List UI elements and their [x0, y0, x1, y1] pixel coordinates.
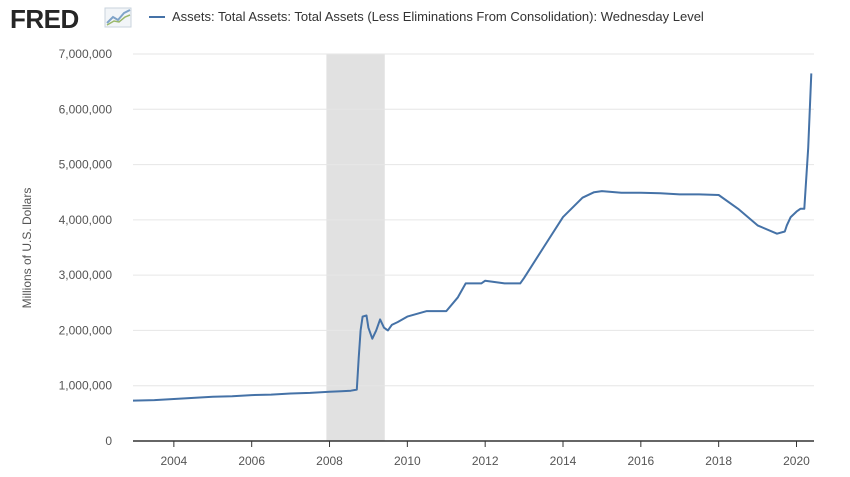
y-tick-label: 3,000,000 — [59, 268, 113, 282]
y-tick-label: 0 — [105, 434, 112, 448]
x-tick-label: 2020 — [783, 454, 810, 468]
y-tick-label: 5,000,000 — [59, 158, 113, 172]
recession-band — [326, 54, 385, 441]
chart-legend[interactable]: Assets: Total Assets: Total Assets (Less… — [149, 9, 704, 24]
y-tick-label: 4,000,000 — [59, 213, 113, 227]
line-chart-icon — [104, 7, 132, 28]
series-line — [132, 73, 813, 402]
x-tick-label: 2004 — [161, 454, 188, 468]
fred-logo[interactable]: FRED — [10, 4, 79, 34]
y-tick-label: 7,000,000 — [59, 47, 113, 61]
y-tick-label: 2,000,000 — [59, 323, 113, 337]
series-layer — [132, 73, 813, 402]
x-tick-label: 2010 — [394, 454, 421, 468]
x-tick-label: 2016 — [627, 454, 654, 468]
recession-bands — [326, 54, 385, 441]
x-tick-label: 2018 — [705, 454, 732, 468]
y-axis-label: Millions of U.S. Dollars — [20, 188, 34, 309]
legend-label: Assets: Total Assets: Total Assets (Less… — [172, 9, 704, 24]
chart-header: FRED Assets: Total Assets: Total Assets … — [0, 0, 850, 40]
x-tick-label: 2014 — [550, 454, 577, 468]
y-axis-ticks: 0 1,000,000 2,000,000 3,000,000 4,000,000 5,0… — [59, 47, 113, 448]
x-tick-label: 2012 — [472, 454, 499, 468]
x-tick-label: 2008 — [316, 454, 343, 468]
x-tick-label: 2006 — [238, 454, 265, 468]
legend-swatch — [149, 15, 165, 18]
x-axis-ticks: 2004 2006 2008 2010 2012 2014 2016 2018 2020 — [161, 441, 810, 468]
y-tick-label: 6,000,000 — [59, 102, 113, 116]
y-tick-label: 1,000,000 — [59, 379, 113, 393]
grid-lines — [133, 53, 814, 442]
